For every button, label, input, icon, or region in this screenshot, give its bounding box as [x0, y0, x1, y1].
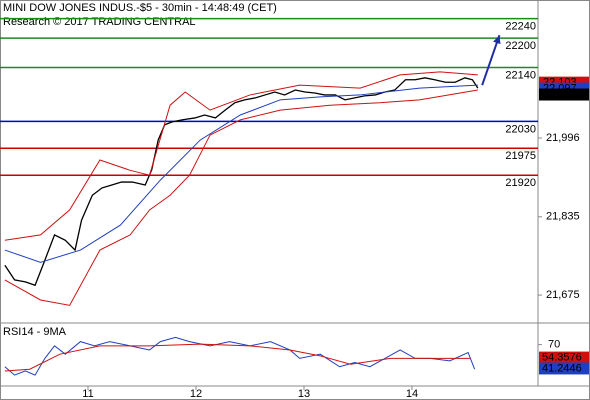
rsi-badge	[539, 351, 589, 364]
rsi-badge	[539, 362, 589, 375]
last-value-badge	[539, 88, 589, 101]
forecast-arrow	[481, 34, 501, 86]
y-tick-label: 21,675	[546, 289, 580, 301]
chart-title: MINI DOW JONES INDUS.-$5 - 30min - 14:48…	[3, 2, 277, 14]
price-line	[4, 77, 479, 287]
level-label: 21920	[505, 177, 536, 189]
rsi-line	[4, 343, 471, 372]
x-tick-label: 12	[190, 388, 202, 400]
rsi-badge-label: 41.2446	[542, 362, 582, 374]
price-line	[4, 89, 478, 306]
chart-subtitle: Research © 2017 TRADING CENTRAL	[3, 16, 196, 28]
rsi-badge-label: 54.3576	[542, 352, 582, 364]
level-label: 22030	[505, 123, 536, 135]
level-label: 22240	[505, 21, 536, 33]
y-tick-label: 21,996	[546, 132, 580, 144]
x-tick-label: 14	[406, 388, 418, 400]
level-label: 21975	[505, 150, 536, 162]
price-line	[4, 71, 478, 241]
x-tick-label: 11	[82, 388, 93, 400]
rsi-tick-label: 70	[548, 339, 560, 351]
level-label: 22200	[505, 40, 536, 52]
y-tick-label: 21,835	[546, 211, 580, 223]
x-tick-label: 13	[298, 388, 310, 400]
forecast-arrowhead	[493, 35, 501, 45]
rsi-title: RSI14 - 9MA	[3, 326, 67, 338]
price-line	[4, 84, 478, 263]
rsi-line	[4, 336, 476, 376]
last-value-label: 22,091	[543, 88, 577, 100]
level-label: 22140	[505, 69, 536, 81]
